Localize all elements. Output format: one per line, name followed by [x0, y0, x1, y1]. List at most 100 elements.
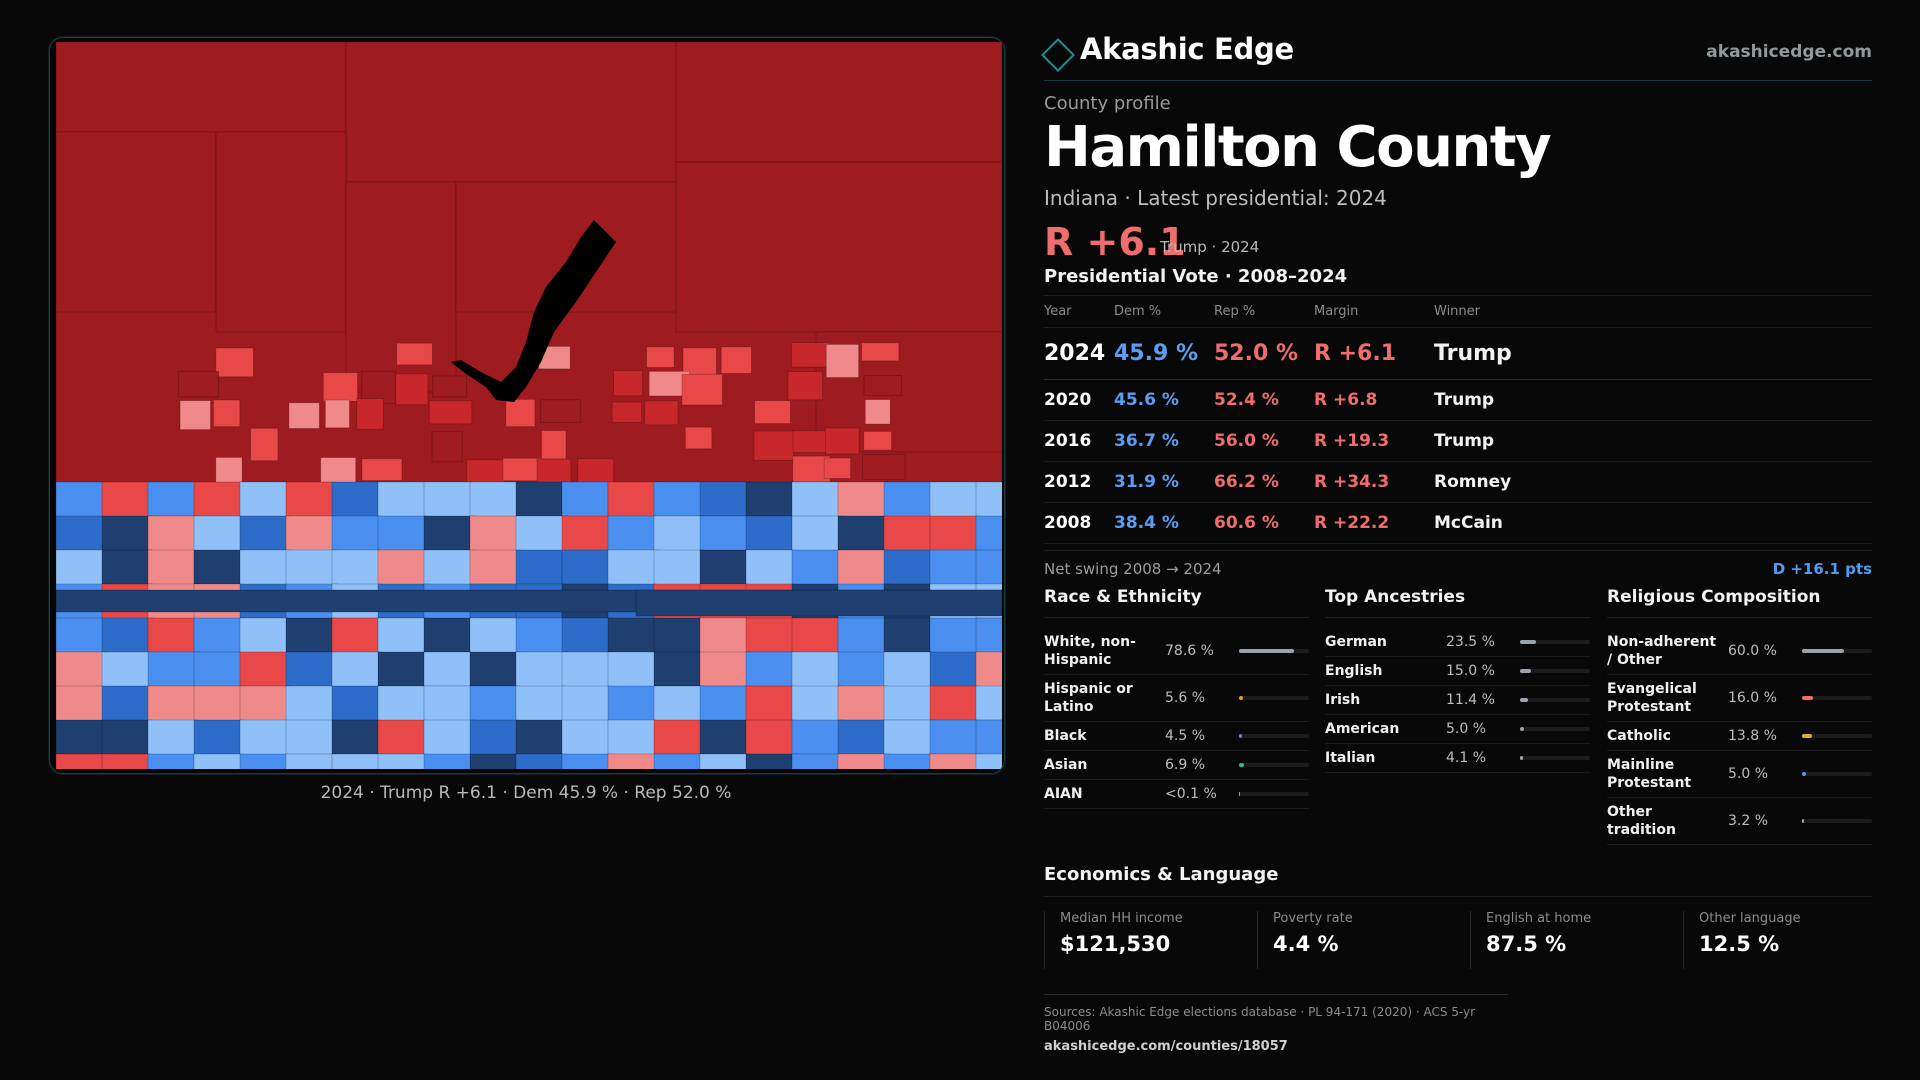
- precinct-shape[interactable]: [285, 685, 334, 723]
- precinct-shape[interactable]: [607, 753, 655, 769]
- precinct-shape[interactable]: [561, 651, 613, 689]
- precinct-shape[interactable]: [883, 617, 933, 654]
- precinct-shape[interactable]: [607, 617, 658, 655]
- precinct-shape[interactable]: [147, 481, 195, 517]
- precinct-shape[interactable]: [377, 515, 428, 553]
- precinct-shape[interactable]: [644, 400, 679, 426]
- precinct-shape[interactable]: [285, 753, 333, 769]
- precinct-shape[interactable]: [975, 651, 1002, 690]
- precinct-shape[interactable]: [193, 753, 244, 769]
- precinct-shape[interactable]: [502, 457, 542, 482]
- precinct-shape[interactable]: [653, 617, 701, 655]
- precinct-shape[interactable]: [864, 399, 891, 425]
- precinct-shape[interactable]: [745, 617, 798, 653]
- precinct-shape[interactable]: [101, 549, 152, 586]
- precinct-shape[interactable]: [193, 617, 245, 656]
- precinct-shape[interactable]: [213, 399, 241, 428]
- precinct-shape[interactable]: [699, 481, 752, 517]
- precinct-shape[interactable]: [791, 719, 844, 756]
- precinct-shape[interactable]: [147, 515, 198, 553]
- precinct-shape[interactable]: [469, 481, 520, 521]
- precinct-shape[interactable]: [681, 373, 723, 406]
- precinct-shape[interactable]: [147, 719, 199, 756]
- precinct-shape[interactable]: [361, 458, 403, 481]
- precinct-shape[interactable]: [787, 371, 824, 401]
- precinct-shape[interactable]: [101, 753, 152, 769]
- precinct-shape[interactable]: [861, 342, 900, 362]
- township-shape[interactable]: [215, 131, 347, 333]
- precinct-shape[interactable]: [250, 427, 279, 462]
- brand-url-link[interactable]: akashicedge.com: [1706, 42, 1872, 62]
- precinct-shape[interactable]: [331, 719, 381, 758]
- precinct-shape[interactable]: [423, 617, 475, 655]
- precinct-shape[interactable]: [863, 431, 892, 451]
- precinct-shape[interactable]: [745, 549, 795, 588]
- township-shape[interactable]: [56, 42, 347, 133]
- precinct-shape[interactable]: [469, 719, 519, 757]
- precinct-shape[interactable]: [423, 685, 473, 724]
- precinct-shape[interactable]: [101, 481, 151, 518]
- precinct-shape[interactable]: [561, 685, 612, 723]
- precinct-shape[interactable]: [469, 549, 522, 585]
- precinct-shape[interactable]: [975, 515, 1002, 555]
- precinct-shape[interactable]: [791, 651, 841, 690]
- precinct-shape[interactable]: [469, 651, 521, 690]
- precinct-shape[interactable]: [285, 719, 335, 755]
- precinct-shape[interactable]: [837, 549, 889, 587]
- precinct-shape[interactable]: [863, 375, 902, 396]
- precinct-shape[interactable]: [929, 481, 977, 518]
- precinct-shape[interactable]: [561, 753, 613, 769]
- precinct-shape[interactable]: [469, 753, 518, 769]
- precinct-shape[interactable]: [607, 515, 657, 553]
- precinct-shape[interactable]: [377, 549, 427, 587]
- precinct-shape[interactable]: [515, 651, 568, 690]
- precinct-shape[interactable]: [753, 430, 794, 461]
- precinct-shape[interactable]: [883, 719, 937, 758]
- precinct-shape[interactable]: [56, 719, 103, 757]
- precinct-shape[interactable]: [101, 617, 154, 656]
- precinct-shape[interactable]: [56, 651, 108, 690]
- township-shape[interactable]: [675, 161, 1002, 333]
- precinct-shape[interactable]: [215, 347, 254, 378]
- precinct-shape[interactable]: [515, 481, 567, 520]
- precinct-shape[interactable]: [239, 651, 292, 688]
- precinct-shape[interactable]: [423, 753, 472, 769]
- precinct-shape[interactable]: [193, 651, 241, 687]
- precinct-shape[interactable]: [193, 515, 241, 553]
- precinct-shape[interactable]: [377, 617, 428, 654]
- precinct-shape[interactable]: [285, 651, 335, 690]
- precinct-shape[interactable]: [178, 370, 219, 398]
- precinct-shape[interactable]: [239, 481, 288, 518]
- precinct-shape[interactable]: [423, 549, 476, 587]
- precinct-shape[interactable]: [423, 481, 473, 520]
- precinct-shape[interactable]: [791, 549, 841, 587]
- precinct-shape[interactable]: [428, 400, 473, 425]
- precinct-shape[interactable]: [653, 515, 706, 552]
- precinct-shape[interactable]: [239, 753, 289, 769]
- precinct-shape[interactable]: [791, 481, 841, 517]
- precinct-shape[interactable]: [56, 481, 109, 520]
- precinct-shape[interactable]: [239, 617, 289, 656]
- precinct-shape[interactable]: [975, 481, 1002, 518]
- precinct-shape[interactable]: [837, 719, 885, 757]
- precinct-shape[interactable]: [147, 685, 197, 722]
- precinct-shape[interactable]: [653, 481, 702, 519]
- precinct-shape[interactable]: [515, 515, 568, 555]
- precinct-shape[interactable]: [699, 753, 752, 769]
- precinct-shape[interactable]: [607, 651, 659, 690]
- precinct-shape[interactable]: [515, 549, 563, 586]
- precinct-shape[interactable]: [515, 685, 567, 724]
- precinct-shape[interactable]: [699, 549, 752, 587]
- precinct-shape[interactable]: [505, 398, 536, 428]
- precinct-shape[interactable]: [324, 399, 350, 429]
- precinct-shape[interactable]: [239, 685, 293, 723]
- precinct-shape[interactable]: [883, 685, 932, 721]
- precinct-shape[interactable]: [377, 685, 425, 724]
- precinct-shape[interactable]: [653, 685, 705, 721]
- precinct-shape[interactable]: [539, 399, 582, 423]
- precinct-shape[interactable]: [469, 617, 518, 656]
- precinct-shape[interactable]: [653, 549, 703, 588]
- precinct-shape[interactable]: [653, 719, 703, 756]
- precinct-shape[interactable]: [377, 651, 426, 689]
- precinct-shape[interactable]: [929, 753, 982, 769]
